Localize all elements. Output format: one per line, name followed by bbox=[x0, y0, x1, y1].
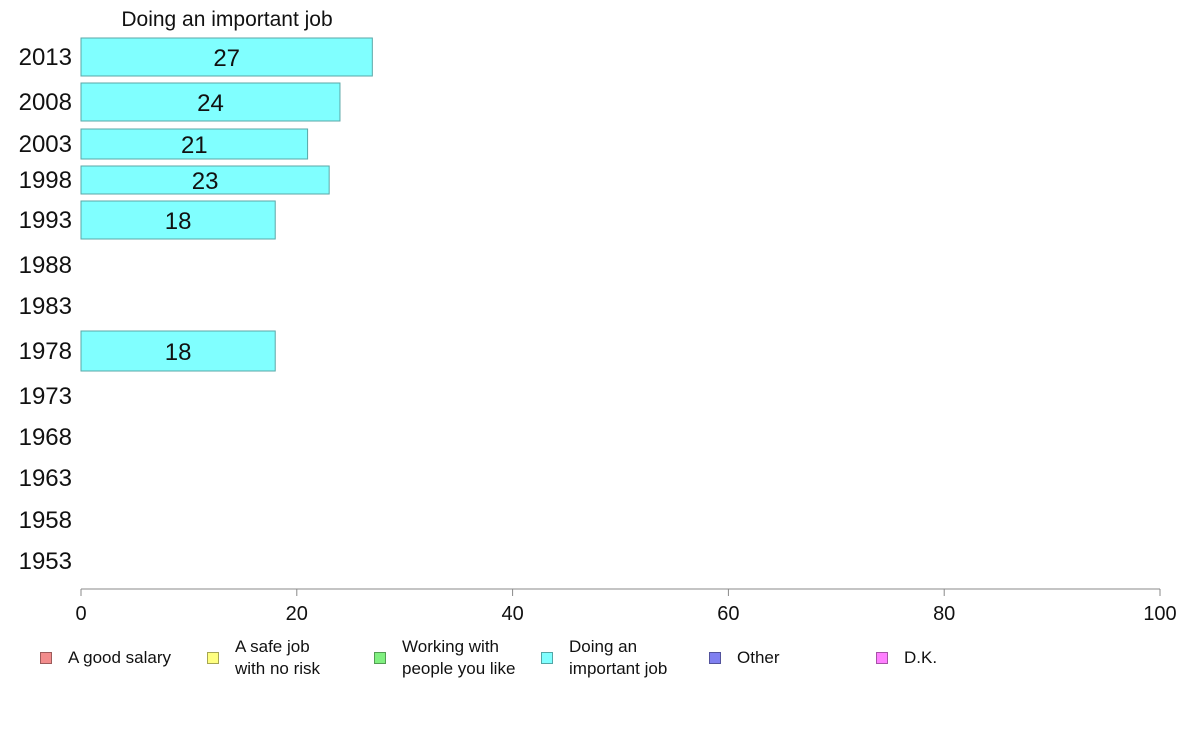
legend-item: D.K. bbox=[876, 636, 937, 680]
legend-swatch bbox=[374, 652, 386, 664]
x-tick-label: 40 bbox=[501, 603, 523, 625]
y-tick-label: 1953 bbox=[19, 548, 72, 575]
legend-label: A good salary bbox=[68, 648, 172, 667]
y-tick-label: 1963 bbox=[19, 465, 72, 492]
legend-item: A good salary bbox=[40, 636, 171, 680]
bar bbox=[80, 330, 276, 372]
y-tick-label: 1993 bbox=[19, 207, 72, 234]
legend-label: D.K. bbox=[904, 648, 938, 667]
x-axis: 0 20 40 60 80 100 bbox=[75, 588, 1177, 625]
y-tick-label: 2003 bbox=[19, 131, 72, 158]
bar bbox=[80, 82, 341, 122]
bar bbox=[80, 37, 373, 77]
bar-value-label: 24 bbox=[197, 90, 224, 117]
y-tick-label: 1998 bbox=[19, 167, 72, 194]
y-axis-labels: 2013 2008 2003 1998 1993 1988 1983 1978 1973 1968… bbox=[19, 44, 72, 575]
legend-label: Doing an important job bbox=[569, 637, 668, 678]
legend-label: A safe job with no risk bbox=[235, 637, 321, 678]
y-tick-label: 2013 bbox=[19, 44, 72, 71]
legend-item: Working with people you like bbox=[374, 636, 515, 680]
y-tick-label: 1968 bbox=[19, 424, 72, 451]
x-tick-label: 20 bbox=[286, 603, 308, 625]
y-tick-label: 1978 bbox=[19, 338, 72, 365]
bar bbox=[80, 165, 330, 195]
legend-label: Other bbox=[737, 648, 780, 667]
bar bbox=[80, 200, 276, 240]
legend-swatch bbox=[541, 652, 553, 664]
legend-swatch bbox=[40, 652, 52, 664]
bar-value-label: 18 bbox=[165, 339, 192, 366]
y-tick-label: 1988 bbox=[19, 252, 72, 279]
legend-item: Other bbox=[709, 636, 780, 680]
legend-swatch bbox=[207, 652, 219, 664]
legend-item: A safe job with no risk bbox=[207, 636, 320, 680]
x-tick-label: 60 bbox=[717, 603, 739, 625]
bar-value-label: 23 bbox=[192, 168, 219, 195]
legend-swatch bbox=[876, 652, 888, 664]
y-tick-label: 1958 bbox=[19, 507, 72, 534]
legend-swatch bbox=[709, 652, 721, 664]
x-tick-label: 0 bbox=[75, 603, 86, 625]
bar-value-label: 18 bbox=[165, 208, 192, 235]
legend-label: Working with people you like bbox=[402, 637, 516, 678]
x-tick-label: 80 bbox=[933, 603, 955, 625]
bar-value-label: 27 bbox=[213, 45, 240, 72]
bar-value-label: 21 bbox=[181, 132, 208, 159]
legend: A good salary A safe job with no risk Work… bbox=[0, 636, 1188, 686]
y-tick-label: 2008 bbox=[19, 89, 72, 116]
y-tick-label: 1983 bbox=[19, 293, 72, 320]
x-tick-label: 100 bbox=[1143, 603, 1176, 625]
legend-item: Doing an important job bbox=[541, 636, 667, 680]
chart-title: Doing an important job bbox=[121, 8, 332, 31]
bar bbox=[80, 128, 309, 160]
y-tick-label: 1973 bbox=[19, 383, 72, 410]
